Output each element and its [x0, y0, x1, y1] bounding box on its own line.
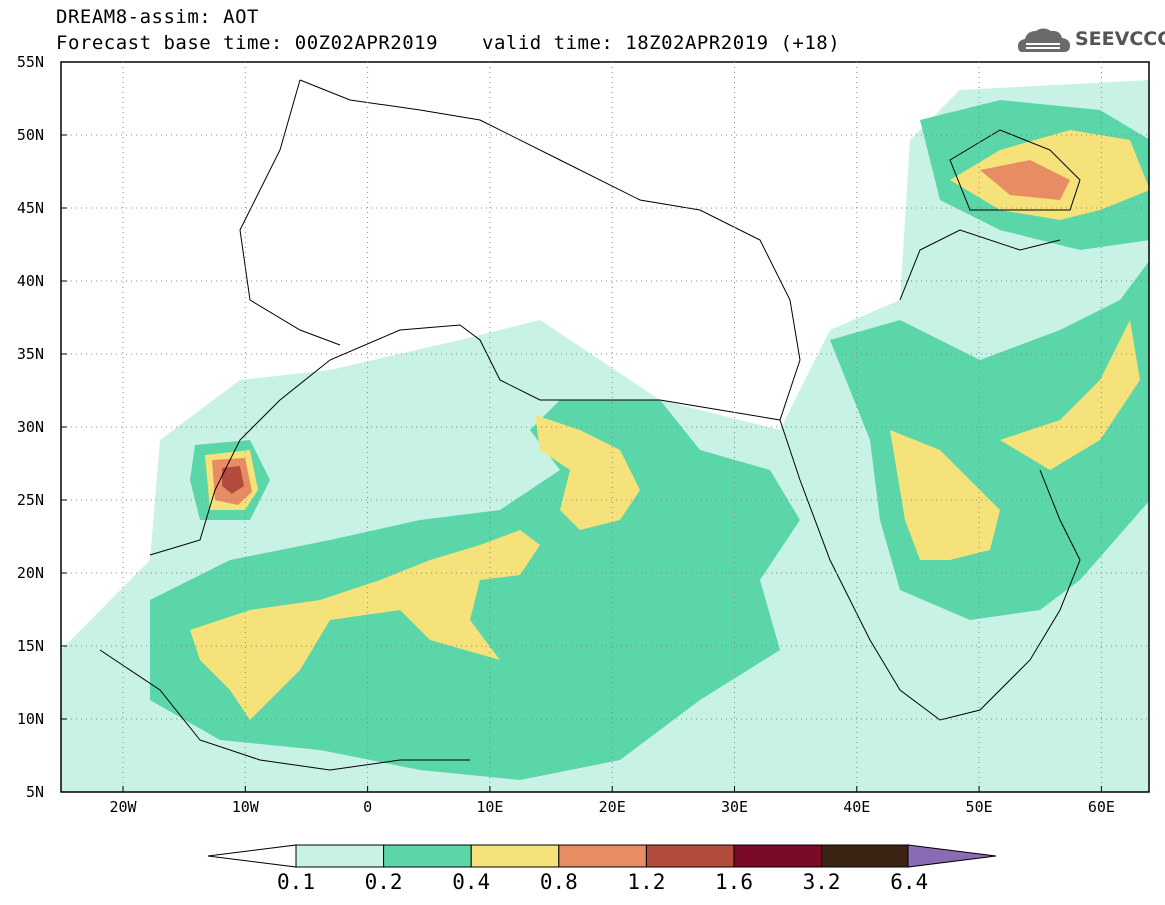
colorbar-label: 1.2	[627, 870, 666, 894]
aot-band-04-arabia	[890, 430, 1000, 560]
lon-label: 10E	[476, 798, 504, 816]
colorbar-label: 3.2	[802, 870, 841, 894]
valid-time: valid time: 18Z02APR2019 (+18)	[482, 32, 841, 54]
colorbar-box	[295, 844, 385, 868]
lat-label: 10N	[16, 710, 44, 728]
colorbar-label: 0.4	[452, 870, 491, 894]
lat-label: 25N	[16, 491, 44, 509]
aot-band-08-caspian	[980, 160, 1070, 200]
aot-band-04-libya	[535, 415, 640, 530]
lon-label: 10W	[231, 798, 259, 816]
lat-label: 35N	[16, 345, 44, 363]
aot-fields	[61, 80, 1149, 792]
lon-label: 60E	[1087, 798, 1115, 816]
map-title: DREAM8-assim: AOT	[56, 6, 259, 28]
lat-label: 30N	[16, 418, 44, 436]
gridlines	[61, 62, 1149, 792]
lon-label: 20E	[598, 798, 626, 816]
colorbar-label: 6.4	[890, 870, 929, 894]
lat-label: 40N	[16, 272, 44, 290]
colorbar-box	[645, 844, 735, 868]
colorbar-box	[558, 844, 647, 868]
lat-label: 15N	[16, 637, 44, 655]
colorbar-extend-high	[907, 844, 997, 868]
colorbar-extend-low	[207, 844, 297, 868]
lon-label: 20W	[109, 798, 137, 816]
aot-band-04-iran	[1000, 320, 1140, 470]
axis-ticks	[61, 61, 1102, 793]
lon-label: 40E	[843, 798, 871, 816]
lon-label: 50E	[965, 798, 993, 816]
aot-band-12-wsahara	[222, 466, 244, 494]
lon-label: 0	[363, 798, 373, 816]
logo-text: SEEVCCC	[1075, 28, 1165, 50]
lat-label: 5N	[25, 783, 44, 801]
colorbar-box	[383, 844, 472, 868]
cloud-icon	[1018, 28, 1070, 52]
colorbar-box	[733, 844, 823, 868]
lat-label: 45N	[16, 199, 44, 217]
aot-band-04-sahel	[190, 530, 540, 720]
colorbar	[207, 844, 997, 868]
lat-label: 50N	[16, 126, 44, 144]
colorbar-box	[821, 844, 910, 868]
forecast-base-time: Forecast base time: 00Z02APR2019	[56, 32, 439, 54]
lat-label: 20N	[16, 564, 44, 582]
colorbar-label: 1.6	[715, 870, 753, 894]
colorbar-box	[470, 844, 560, 868]
lat-label: 55N	[16, 53, 44, 71]
colorbar-label: 0.8	[539, 870, 578, 894]
colorbar-label: 0.1	[277, 870, 315, 894]
lon-label: 30E	[720, 798, 749, 816]
coastlines-borders	[99, 79, 1081, 771]
colorbar-label: 0.2	[364, 870, 403, 894]
